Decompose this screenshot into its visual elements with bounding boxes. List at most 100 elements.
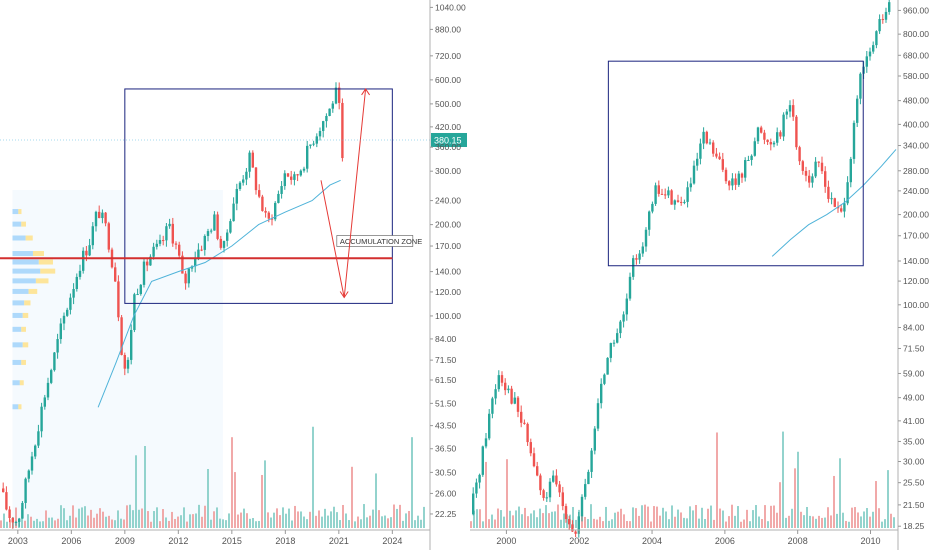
candle-body <box>210 230 213 232</box>
y-tick-label: 41.00 <box>903 416 925 426</box>
volume-bar <box>324 508 326 528</box>
candle-body <box>277 193 280 203</box>
volume-bar <box>78 508 80 528</box>
volume-bar <box>605 506 607 528</box>
volume-bar <box>683 517 685 528</box>
x-tick-label: 2006 <box>61 536 81 546</box>
volume-bar <box>482 521 484 528</box>
candle-body <box>216 214 219 239</box>
candle-body <box>676 200 680 202</box>
volume-bar <box>617 511 619 528</box>
volume-profile-bar <box>21 326 26 332</box>
candle-body <box>616 333 619 343</box>
candle-body <box>747 159 750 161</box>
candle-body <box>56 339 59 353</box>
x-tick-label: 2002 <box>569 536 589 546</box>
volume-bar <box>839 458 841 528</box>
candle-body <box>43 397 46 407</box>
volume-bar <box>363 504 365 528</box>
candle-body <box>484 438 488 447</box>
y-tick-label: 100.00 <box>435 311 461 321</box>
volume-bar <box>638 515 640 528</box>
candle-body <box>254 167 258 191</box>
volume-bar <box>647 506 649 528</box>
candle-body <box>30 456 34 471</box>
candle-body <box>814 161 817 177</box>
volume-bar <box>860 516 862 528</box>
candle-body <box>318 130 322 137</box>
last-price-label: 380.15 <box>434 135 462 145</box>
volume-bar <box>878 508 880 528</box>
volume-bar <box>54 520 56 528</box>
x-tick-label: 2000 <box>496 536 516 546</box>
candle-body <box>258 190 261 197</box>
volume-bar <box>833 475 835 528</box>
volume-bar <box>893 517 895 528</box>
candle-body <box>673 200 676 205</box>
volume-bar <box>485 461 487 528</box>
volume-bar <box>354 521 356 528</box>
volume-bar <box>788 515 790 528</box>
candle-body <box>792 105 795 117</box>
candle-body <box>609 343 612 358</box>
volume-bar <box>782 431 784 528</box>
volume-bar <box>611 519 613 528</box>
volume-bar <box>602 521 604 528</box>
candle-body <box>865 56 868 67</box>
volume-bar <box>524 507 526 528</box>
candle-body <box>830 198 833 200</box>
y-tick-label: 240.00 <box>903 186 929 196</box>
volume-bar <box>842 512 844 528</box>
volume-bar <box>668 519 670 528</box>
y-tick-label: 580.00 <box>903 71 929 81</box>
volume-bar <box>890 513 892 528</box>
volume-bar <box>731 504 733 528</box>
volume-bar <box>294 505 296 528</box>
volume-profile-bar <box>12 268 41 274</box>
candle-body <box>53 352 56 371</box>
candle-body <box>564 506 568 520</box>
candle-body <box>91 226 94 246</box>
candle-body <box>561 492 564 507</box>
y-tick-label: 35.00 <box>903 436 925 446</box>
candle-body <box>146 261 149 266</box>
volume-bar <box>590 504 592 528</box>
volume-bar <box>827 507 829 528</box>
volume-bar <box>102 511 104 528</box>
volume-bar <box>162 509 164 528</box>
volume-bar <box>129 504 131 528</box>
volume-bar <box>276 508 278 528</box>
volume-bar <box>351 466 353 528</box>
volume-profile-bar <box>12 278 36 284</box>
y-tick-label: 51.50 <box>435 398 457 408</box>
candle-body <box>130 330 133 360</box>
volume-bar <box>360 519 362 528</box>
volume-bar <box>177 516 179 528</box>
volume-profile-bar <box>12 288 29 294</box>
candle-body <box>75 276 78 290</box>
volume-bar <box>557 504 559 528</box>
candle-body <box>536 466 539 476</box>
volume-profile-bar <box>18 404 22 410</box>
candle-body <box>219 238 222 248</box>
volume-profile-bar <box>38 259 53 265</box>
volume-bar <box>698 518 700 528</box>
moving-average-line <box>771 149 897 257</box>
y-tick-label: 26.00 <box>435 488 457 498</box>
volume-bar <box>626 520 628 528</box>
candle-body <box>702 131 705 144</box>
candle-body <box>638 253 641 260</box>
volume-bar <box>87 515 89 528</box>
candle-body <box>472 493 475 515</box>
volume-bar <box>366 517 368 528</box>
volume-bar <box>749 521 751 528</box>
candle-body <box>11 517 14 523</box>
volume-bar <box>186 521 188 528</box>
volume-bar <box>300 511 302 528</box>
candle-body <box>306 145 309 169</box>
volume-bar <box>267 512 269 528</box>
volume-profile-bar <box>12 251 33 257</box>
volume-bar <box>183 507 185 528</box>
candle-body <box>222 240 226 248</box>
